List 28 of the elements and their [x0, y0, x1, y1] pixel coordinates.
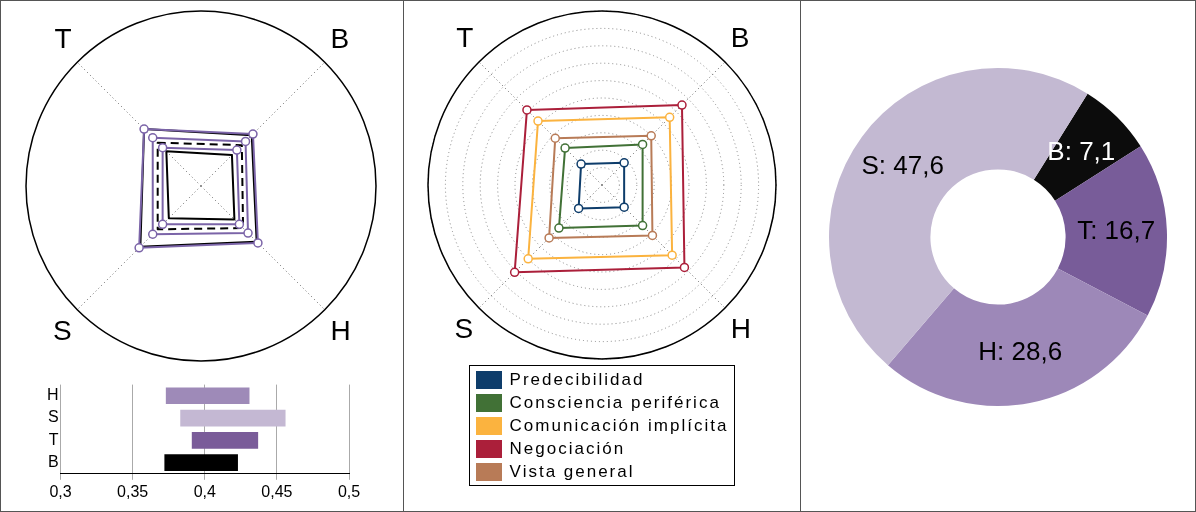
- y-tick-label: B: [47, 453, 59, 471]
- slice-label: B: 7,1: [1047, 136, 1116, 167]
- spoke-label: S: [454, 313, 474, 345]
- x-tick-label: 0,45: [261, 482, 293, 500]
- x-tick-label: 0,5: [337, 482, 361, 500]
- spoke-label: H: [330, 314, 351, 346]
- bar: [191, 431, 259, 449]
- slice-label: S: 47,6: [861, 150, 944, 181]
- slice-label: T: 16,7: [1077, 215, 1156, 246]
- bar: [165, 387, 250, 405]
- bar: [164, 454, 238, 472]
- spoke-label: H: [730, 313, 751, 345]
- y-tick-label: S: [47, 408, 59, 426]
- spoke-label: B: [330, 22, 350, 54]
- legend-label: Predecibilidad: [509, 369, 645, 391]
- x-tick-label: 0,35: [117, 482, 149, 500]
- spoke-label: T: [456, 22, 474, 54]
- slice-label: H: 28,6: [978, 336, 1063, 367]
- y-tick-label: H: [46, 386, 59, 404]
- y-tick-label: T: [48, 430, 59, 448]
- legend-label: Negociación: [509, 438, 626, 460]
- legend-label: Consciencia periférica: [509, 392, 721, 414]
- legend-label: Comunicación implícita: [509, 415, 729, 437]
- bar: [180, 409, 286, 427]
- spoke-label: B: [730, 22, 750, 54]
- legend-label: Vista general: [509, 461, 635, 483]
- x-tick-label: 0,3: [49, 482, 72, 500]
- x-tick-label: 0,4: [193, 482, 216, 500]
